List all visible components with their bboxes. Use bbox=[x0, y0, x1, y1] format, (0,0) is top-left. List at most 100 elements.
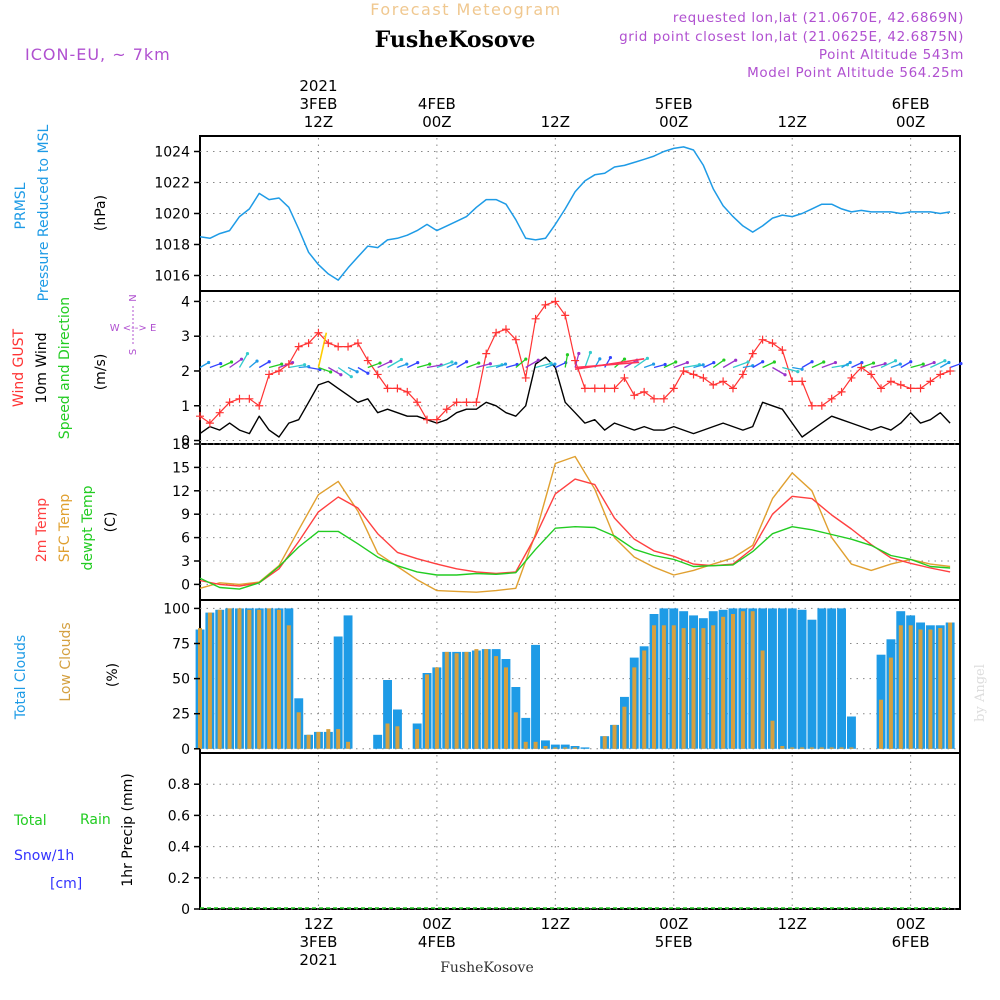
pressure-unit: (hPa) bbox=[93, 195, 109, 231]
wind-unit: (m/s) bbox=[93, 354, 109, 391]
top-time-label: 12Z bbox=[304, 113, 333, 131]
low-cloud-bar bbox=[701, 628, 706, 749]
low-cloud-bar bbox=[306, 734, 311, 749]
low-cloud-bar bbox=[760, 650, 765, 749]
low-cloud-bar bbox=[918, 629, 923, 749]
wind-direction-arrow bbox=[782, 366, 798, 373]
gust-marker bbox=[620, 373, 629, 382]
low-cloud-bar bbox=[474, 649, 479, 749]
wind-direction-arrow bbox=[673, 361, 688, 369]
wind-arrow-head bbox=[822, 360, 826, 364]
wind-direction-arrow bbox=[732, 361, 749, 369]
gust-marker bbox=[748, 349, 757, 358]
gust-marker bbox=[196, 412, 204, 421]
gust-marker bbox=[492, 328, 501, 337]
wind-arrow-head bbox=[932, 360, 936, 365]
wind-arrow-head bbox=[943, 359, 947, 363]
low-cloud-bar bbox=[671, 625, 676, 749]
low-cloud-bar bbox=[257, 609, 262, 749]
gust-marker bbox=[353, 339, 362, 348]
gust-marker bbox=[442, 405, 451, 414]
top-time-label: 12Z bbox=[778, 113, 807, 131]
low-cloud-bar bbox=[642, 650, 647, 749]
gust-marker bbox=[571, 356, 580, 365]
low-cloud-bar bbox=[326, 729, 331, 749]
wind-arrow-head bbox=[761, 360, 765, 364]
low-cloud-bar bbox=[661, 625, 666, 749]
wind-direction-arrow bbox=[693, 364, 704, 369]
wind-direction-arrow bbox=[742, 365, 753, 369]
wind-arrow-head bbox=[290, 360, 295, 365]
gust-marker bbox=[798, 377, 807, 386]
wind-arrow-head bbox=[947, 360, 951, 365]
lines-layer bbox=[199, 146, 951, 909]
wind-direction-arrow bbox=[851, 362, 863, 369]
wind-direction-arrow bbox=[298, 365, 309, 369]
marks-layer bbox=[196, 297, 963, 428]
wind-direction-arrow bbox=[416, 363, 430, 369]
low-cloud-bar bbox=[237, 608, 242, 749]
wind-arrow-head bbox=[663, 362, 667, 367]
gust-marker bbox=[472, 398, 481, 407]
wind-arrow-head bbox=[796, 370, 800, 374]
location-title: FusheKosove bbox=[375, 27, 536, 53]
y-tick-label: 75 bbox=[172, 637, 190, 653]
wind-arrow-head bbox=[674, 360, 678, 364]
wind-direction-arrow bbox=[426, 364, 442, 369]
total-cloud-bar bbox=[333, 636, 343, 749]
low-cloud-bar bbox=[553, 747, 558, 749]
temp-label-2m: 2m Temp bbox=[34, 498, 50, 562]
low-cloud-bar bbox=[780, 746, 785, 749]
total-cloud-bar bbox=[531, 644, 540, 749]
gust-marker bbox=[728, 384, 737, 393]
cloud-labels: Total Clouds Low Clouds (%) by Angel bbox=[13, 622, 988, 722]
precip-label-snow: Snow/1h bbox=[14, 848, 74, 864]
low-cloud-bar bbox=[504, 667, 508, 749]
temp-unit: (C) bbox=[103, 512, 119, 533]
wind-arrow-head bbox=[712, 361, 716, 365]
wind-arrow-head bbox=[239, 357, 244, 361]
gust-marker bbox=[590, 384, 599, 393]
wind-direction-arrow bbox=[703, 362, 715, 369]
low-cloud-bar bbox=[484, 649, 489, 749]
wind-arrow-head bbox=[553, 362, 557, 366]
low-cloud-bar bbox=[612, 724, 617, 749]
wind-direction-arrow bbox=[584, 352, 592, 368]
wind-arrow-head bbox=[959, 361, 963, 366]
y-tick-label: 1020 bbox=[154, 207, 190, 223]
gust-marker bbox=[788, 377, 797, 386]
wind-direction-arrow bbox=[258, 361, 270, 369]
wind-arrow-head bbox=[524, 357, 528, 361]
low-cloud-bar bbox=[286, 625, 291, 749]
low-cloud-bar bbox=[740, 611, 745, 749]
bottom-time-label: 5FEB bbox=[655, 933, 693, 951]
wind-arrow-head bbox=[701, 363, 705, 367]
wind-arrow-head bbox=[302, 363, 307, 367]
gust-marker bbox=[580, 384, 589, 393]
gust-marker bbox=[324, 339, 333, 348]
gust-marker bbox=[551, 297, 560, 306]
wind-direction-arrow bbox=[525, 359, 539, 369]
bottom-time-label: 12Z bbox=[304, 915, 333, 933]
wind-arrow-head bbox=[772, 360, 776, 364]
temp-label-dew: dewpt Temp bbox=[80, 485, 96, 570]
wind-direction-arrow bbox=[930, 360, 946, 369]
wind-direction-arrow bbox=[505, 363, 518, 369]
gust-marker bbox=[265, 370, 274, 379]
y-tick-label: 0 bbox=[181, 742, 190, 758]
wind-direction-arrow bbox=[219, 361, 232, 369]
wind-arrow-head bbox=[219, 361, 223, 366]
low-cloud-bar bbox=[790, 747, 795, 749]
gust-marker bbox=[857, 363, 866, 372]
wind-arrow-head bbox=[503, 362, 508, 366]
bottom-time-label: 6FEB bbox=[892, 933, 930, 951]
wind-direction-arrow bbox=[772, 366, 786, 376]
total-cloud-bar bbox=[827, 608, 837, 749]
gust-marker bbox=[847, 373, 856, 382]
low-cloud-bar bbox=[316, 731, 321, 749]
wind-arrow-head bbox=[860, 361, 864, 365]
low-cloud-bar bbox=[385, 723, 390, 749]
dewpoint-line bbox=[199, 526, 951, 590]
